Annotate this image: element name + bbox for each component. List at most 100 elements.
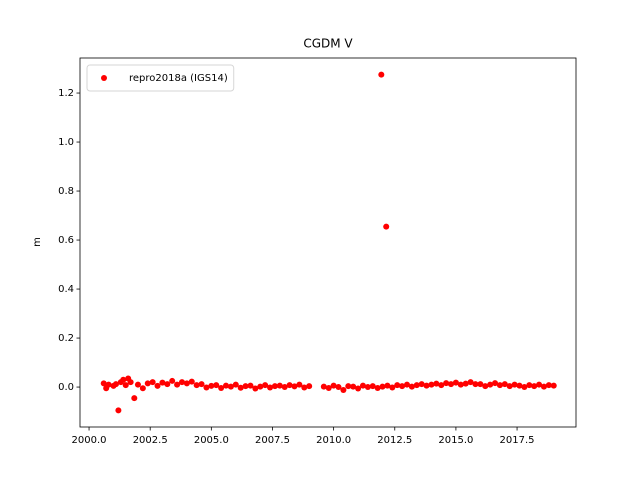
x-tick-label: 2002.5 [133,435,168,446]
point [144,380,151,387]
point [169,377,176,384]
point [159,379,166,386]
point [174,381,181,388]
point [389,384,396,391]
point [492,380,499,387]
point [335,384,342,391]
point [213,382,220,389]
point [383,223,390,230]
point [218,385,225,392]
point [550,382,557,389]
point [291,383,298,390]
point [545,382,552,389]
point [242,383,249,390]
point [325,385,332,392]
point [379,383,386,390]
legend-marker [101,75,107,81]
point [154,382,161,389]
x-tick-label: 2017.5 [500,435,535,446]
point [374,385,381,392]
point [164,381,171,388]
point [252,385,259,392]
point [403,381,410,388]
point [198,381,205,388]
point [139,385,146,392]
y-tick-label: 0.8 [58,186,74,197]
point [536,381,543,388]
point [100,380,107,387]
point [188,378,195,385]
point [506,383,513,390]
point [526,382,533,389]
point [134,381,141,388]
point [452,379,459,386]
point [115,407,122,414]
point [301,384,308,391]
x-tick-label: 2015.0 [438,435,473,446]
point [369,383,376,390]
point [105,381,112,388]
point [122,382,129,389]
x-tick-label: 2012.5 [377,435,412,446]
point [296,381,303,388]
point [267,384,274,391]
point [149,379,156,386]
legend-box [86,64,235,92]
point [127,379,134,386]
point [378,71,385,78]
x-tick-label: 2005.0 [194,435,229,446]
point [413,382,420,389]
point [477,381,484,388]
point [394,382,401,389]
point [203,384,210,391]
point [120,376,127,383]
point [487,381,494,388]
point [306,383,313,390]
point [457,381,464,388]
point [399,383,406,390]
point [540,383,547,390]
y-tick-label: 1.0 [58,137,74,148]
point [428,381,435,388]
point [423,382,430,389]
point [276,382,283,389]
point [521,384,528,391]
y-tick-label: 1.2 [58,88,74,99]
point [384,382,391,389]
point [438,382,445,389]
y-tick-label: 0.4 [58,284,74,295]
point [281,384,288,391]
point [472,381,479,388]
point [183,380,190,387]
plot-frame [79,57,577,428]
point [247,382,254,389]
point [262,382,269,389]
y-tick-label: 0.0 [58,382,74,393]
point [131,395,138,402]
point [443,380,450,387]
point [408,383,415,390]
point [501,381,508,388]
point [359,382,366,389]
point [364,384,371,391]
point [257,383,264,390]
point [271,383,278,390]
point [462,380,469,387]
point [227,383,234,390]
point [482,383,489,390]
y-tick-label: 0.2 [58,333,74,344]
point [467,379,474,386]
legend-label: repro2018a (IGS14) [129,73,228,84]
point [208,382,215,389]
point [531,383,538,390]
x-tick-label: 2000.0 [72,435,107,446]
x-tick-label: 2010.0 [316,435,351,446]
point [340,387,347,394]
point [448,381,455,388]
point [193,382,200,389]
point [496,382,503,389]
point [350,383,357,390]
point [330,382,337,389]
point [178,379,185,386]
